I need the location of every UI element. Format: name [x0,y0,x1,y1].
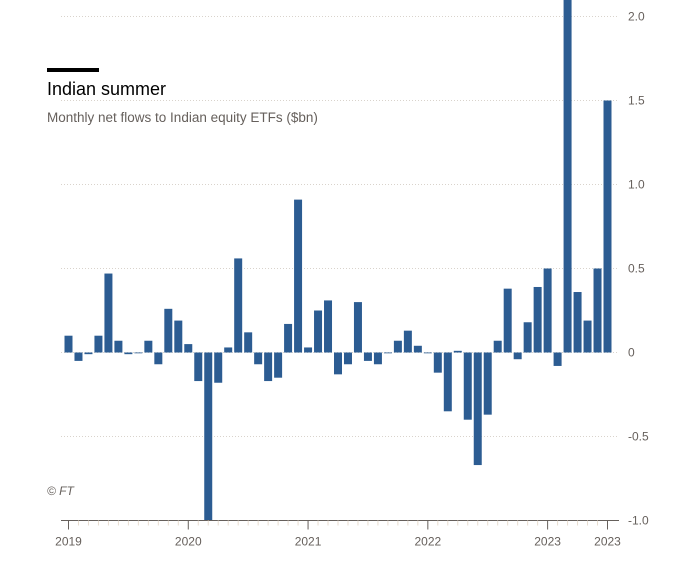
bar-apr-2020 [214,352,223,383]
bar-feb-2022 [433,352,442,373]
bar-dec-2022 [533,286,542,353]
y-tick-label: 2.0 [628,10,645,24]
bar-feb-2019 [74,352,83,361]
bar-jan-2021 [304,347,313,353]
bar-oct-2021 [393,340,402,353]
bar-aug-2021 [373,352,382,365]
bar-aug-2019 [134,352,143,354]
x-tick-label: 2020 [175,535,202,549]
bar-jul-2022 [483,352,492,415]
bar-aug-2022 [493,340,502,353]
y-tick-label: -1.0 [628,514,649,528]
x-tick-label: 2021 [295,535,322,549]
bar-sep-2022 [503,288,512,353]
bar-mar-2021 [324,300,333,353]
bar-nov-2019 [164,308,173,353]
bar-mar-2022 [443,352,452,412]
bar-oct-2019 [154,352,163,365]
bar-apr-2023 [573,292,582,353]
x-tick-label: 2023 [594,535,621,549]
bar-may-2020 [224,347,233,353]
x-tick-label: 2022 [414,535,441,549]
bar-apr-2019 [94,335,103,353]
chart-title: Indian summer [47,79,167,99]
bar-jun-2022 [473,352,482,466]
bar-jun-2020 [234,258,243,353]
bar-nov-2020 [284,323,293,353]
bar-jul-2019 [124,352,133,355]
bars [64,0,612,521]
bar-mar-2020 [204,352,213,521]
bar-jul-2021 [363,352,372,361]
bar-jul-2020 [244,332,253,353]
bar-feb-2021 [314,310,323,353]
y-axis-ticks: 2.0 1.5 1.0 0.5 0 -0.5 -1.0 [628,10,649,528]
y-tick-label: -0.5 [628,430,649,444]
bar-may-2022 [463,352,472,420]
bar-nov-2021 [403,330,412,353]
bar-feb-2020 [194,352,203,382]
y-tick-label: 0 [628,346,635,360]
x-tick-label: 2023 [534,535,561,549]
bar-dec-2019 [174,320,183,353]
x-tick-label: 2019 [55,535,82,549]
y-tick-label: 0.5 [628,262,645,276]
bar-mar-2023 [563,0,572,353]
bar-oct-2020 [274,352,283,378]
bar-jan-2020 [184,344,193,353]
bar-oct-2022 [513,352,522,360]
bar-jan-2019 [64,335,73,353]
bar-mar-2019 [84,352,93,355]
bar-sep-2020 [264,352,273,382]
bar-apr-2022 [453,350,462,353]
bar-jul-2023 [603,100,612,353]
bar-may-2023 [583,320,592,353]
x-axis: 2019 2020 2021 2022 2023 2023 [55,520,621,549]
bar-dec-2020 [294,199,303,353]
bar-may-2021 [343,352,352,365]
bar-jun-2023 [593,268,602,353]
bar-may-2019 [104,273,113,353]
bar-sep-2021 [383,352,392,354]
chart-subtitle: Monthly net flows to Indian equity ETFs … [47,110,318,125]
bar-jun-2019 [114,340,123,353]
bar-aug-2020 [254,352,263,365]
bar-jan-2022 [423,352,432,354]
source-credit: © FT [47,484,74,498]
bar-apr-2021 [334,352,342,375]
bar-jun-2021 [353,302,362,353]
bar-nov-2022 [523,322,532,353]
y-tick-label: 1.5 [628,94,645,108]
bar-sep-2019 [144,340,153,353]
bar-dec-2021 [413,345,422,353]
bar-jan-2023 [543,268,552,353]
title-accent-bar [47,68,99,72]
y-tick-label: 1.0 [628,178,645,192]
bar-feb-2023 [553,352,562,366]
